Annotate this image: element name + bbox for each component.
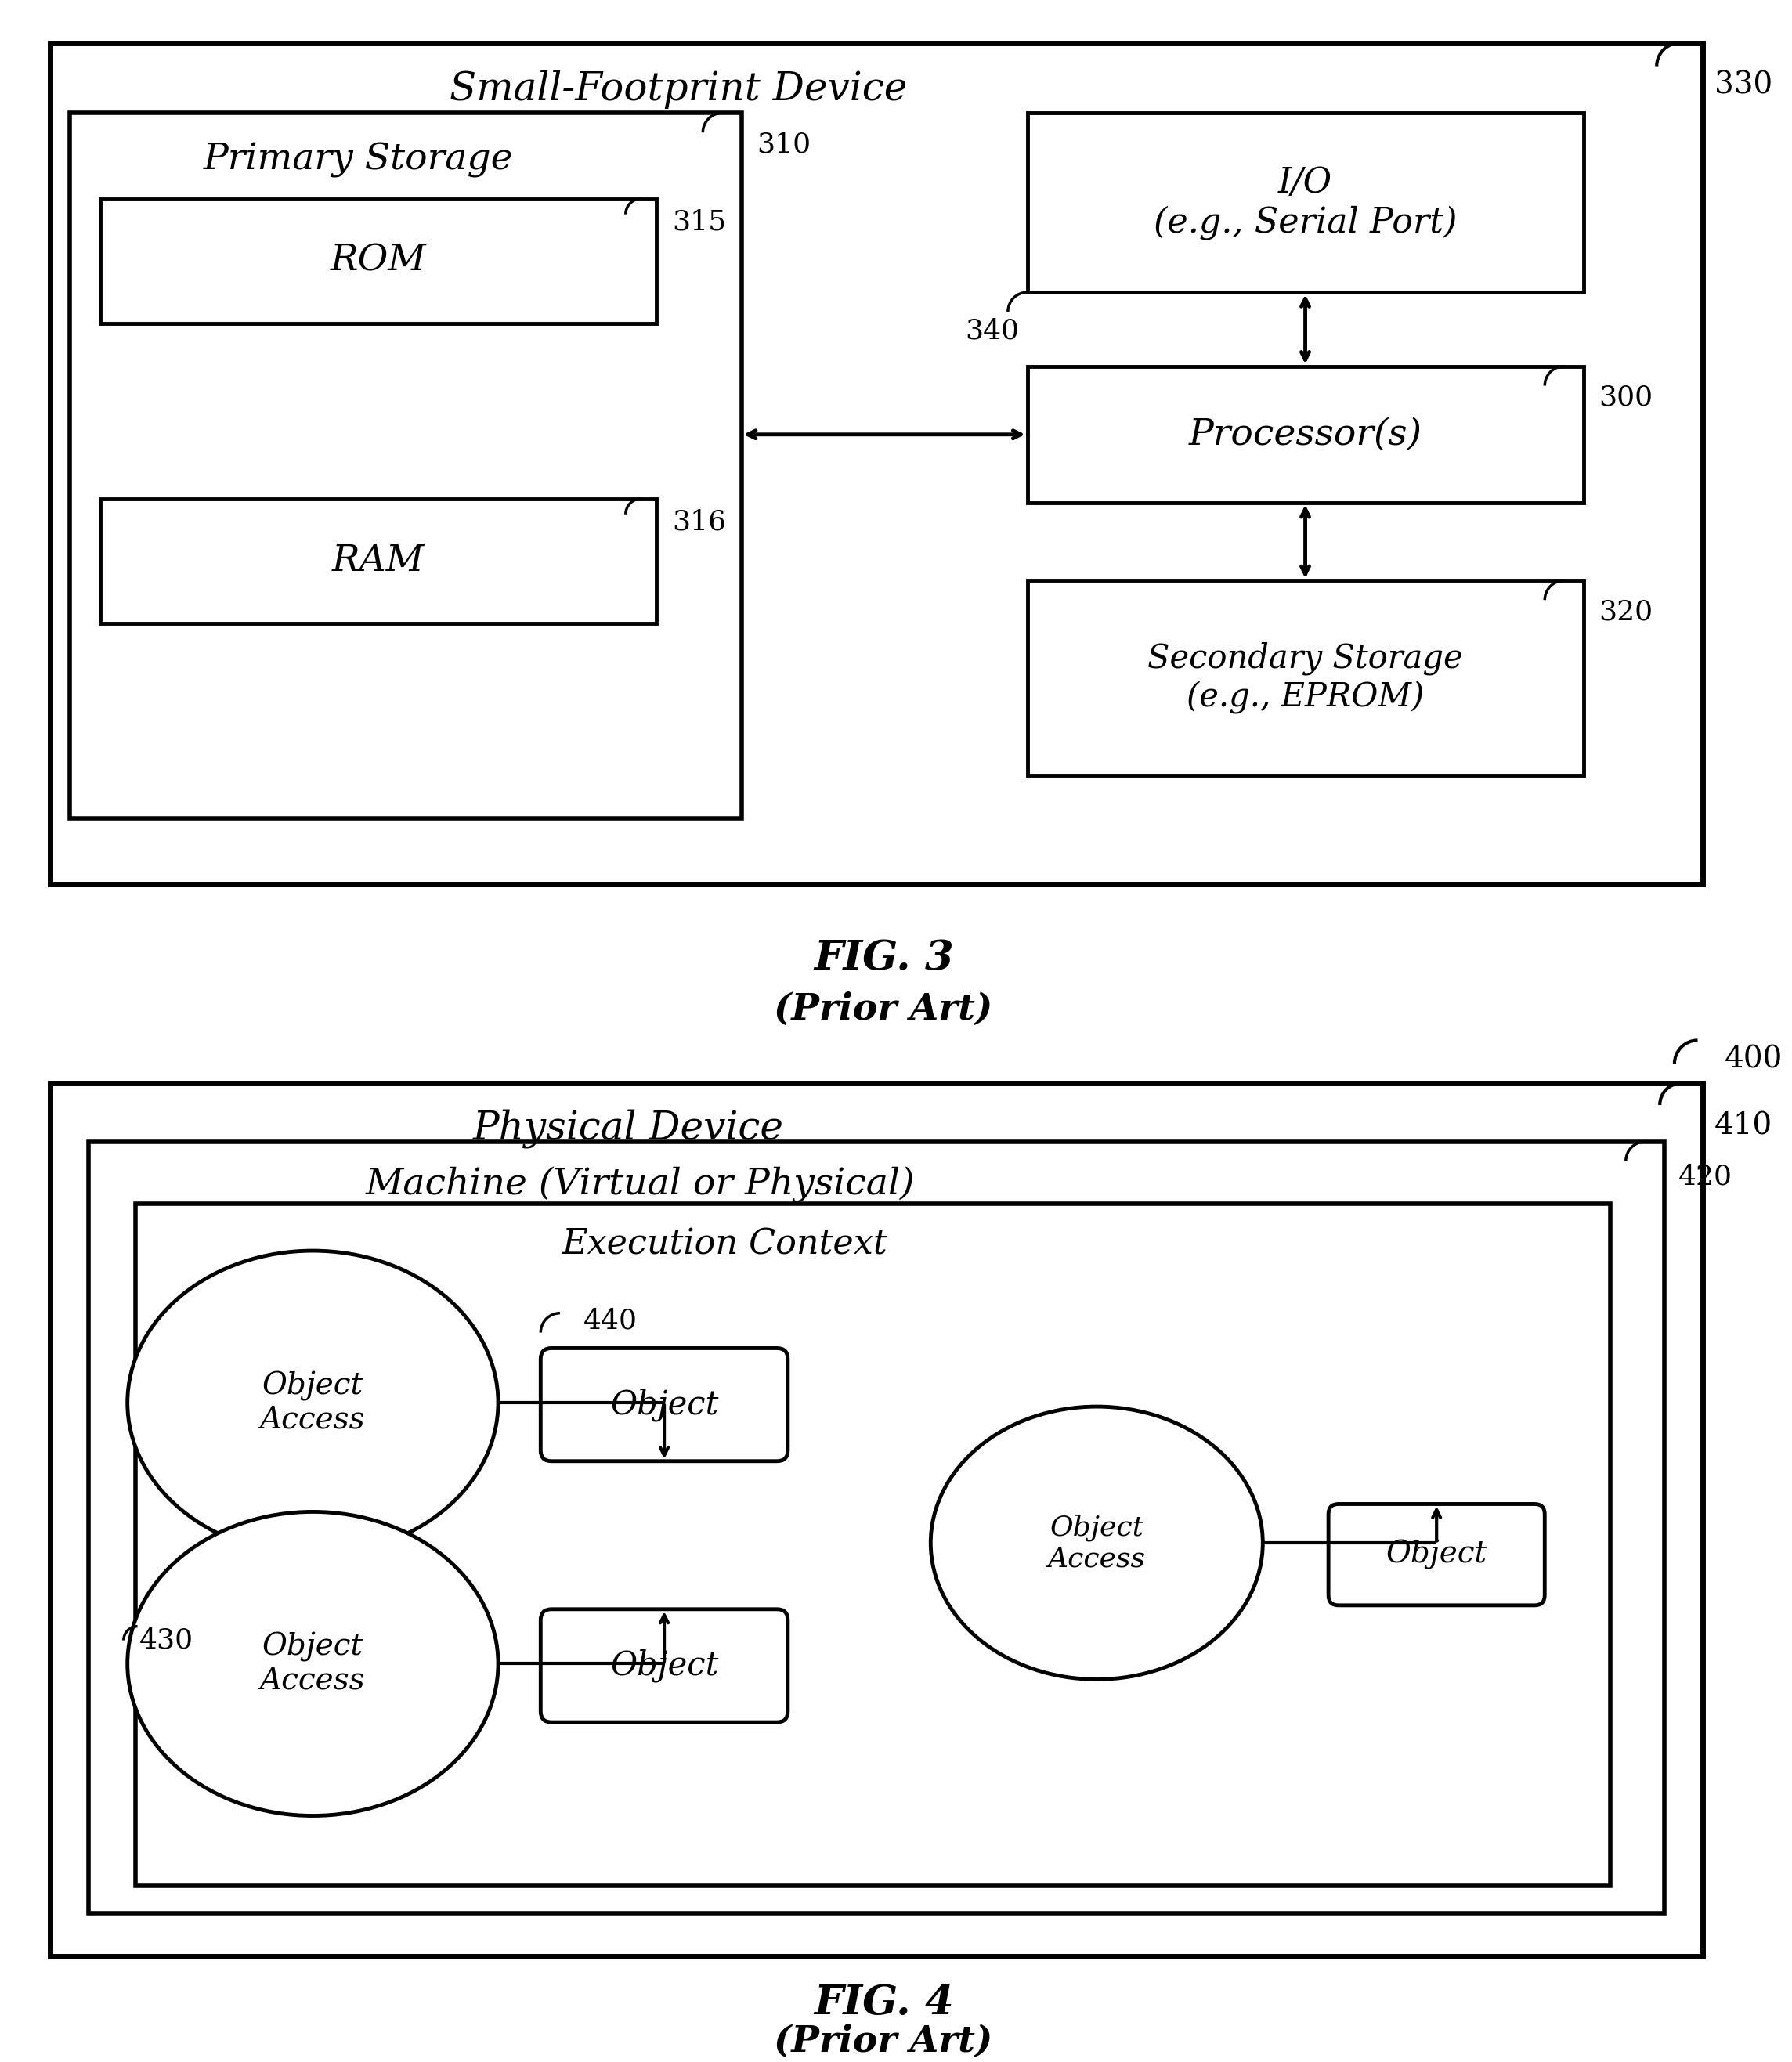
FancyBboxPatch shape <box>541 1608 788 1722</box>
Text: Processor(s): Processor(s) <box>1188 417 1423 452</box>
Bar <box>100 499 656 623</box>
Bar <box>1027 113 1584 293</box>
Text: FIG. 3: FIG. 3 <box>814 938 953 979</box>
Text: Object
Access: Object Access <box>260 1633 366 1695</box>
Text: 420: 420 <box>1679 1163 1733 1190</box>
Text: (Prior Art): (Prior Art) <box>774 2023 993 2060</box>
Text: 316: 316 <box>672 509 726 536</box>
Text: 340: 340 <box>966 318 1020 344</box>
Text: (Prior Art): (Prior Art) <box>774 992 993 1027</box>
Bar <box>1027 581 1584 775</box>
Bar <box>70 113 742 819</box>
Text: Object: Object <box>1385 1540 1487 1569</box>
Ellipse shape <box>127 1511 498 1817</box>
Bar <box>50 43 1702 885</box>
Ellipse shape <box>930 1406 1263 1678</box>
Text: 330: 330 <box>1715 72 1772 101</box>
Bar <box>1027 367 1584 503</box>
Text: 310: 310 <box>756 130 812 157</box>
Text: 320: 320 <box>1598 598 1652 625</box>
Text: Object
Access: Object Access <box>1048 1514 1145 1571</box>
Text: Small-Footprint Device: Small-Footprint Device <box>450 70 907 109</box>
Bar <box>90 1142 1665 1914</box>
Text: Secondary Storage
(e.g., EPROM): Secondary Storage (e.g., EPROM) <box>1147 641 1462 713</box>
Text: Object
Access: Object Access <box>260 1371 366 1435</box>
Text: I/O
(e.g., Serial Port): I/O (e.g., Serial Port) <box>1154 165 1457 239</box>
Ellipse shape <box>127 1252 498 1555</box>
Text: RAM: RAM <box>332 544 425 579</box>
Text: ROM: ROM <box>330 243 426 278</box>
Text: 410: 410 <box>1715 1111 1772 1140</box>
FancyBboxPatch shape <box>541 1349 788 1462</box>
Text: Object: Object <box>609 1650 719 1683</box>
Text: 315: 315 <box>672 208 726 235</box>
Text: 300: 300 <box>1598 384 1652 410</box>
Text: Physical Device: Physical Device <box>473 1109 785 1149</box>
Text: Machine (Virtual or Physical): Machine (Virtual or Physical) <box>366 1167 916 1202</box>
Bar <box>100 198 656 324</box>
Bar <box>50 1083 1702 1957</box>
Text: 440: 440 <box>582 1307 638 1334</box>
FancyBboxPatch shape <box>1328 1503 1545 1606</box>
Text: Object: Object <box>609 1388 719 1421</box>
Bar <box>134 1204 1611 1887</box>
Text: Primary Storage: Primary Storage <box>204 142 513 177</box>
Text: FIG. 4: FIG. 4 <box>814 1984 953 2023</box>
Text: 400: 400 <box>1724 1045 1783 1074</box>
Text: Execution Context: Execution Context <box>563 1227 889 1262</box>
Text: 430: 430 <box>140 1627 194 1654</box>
